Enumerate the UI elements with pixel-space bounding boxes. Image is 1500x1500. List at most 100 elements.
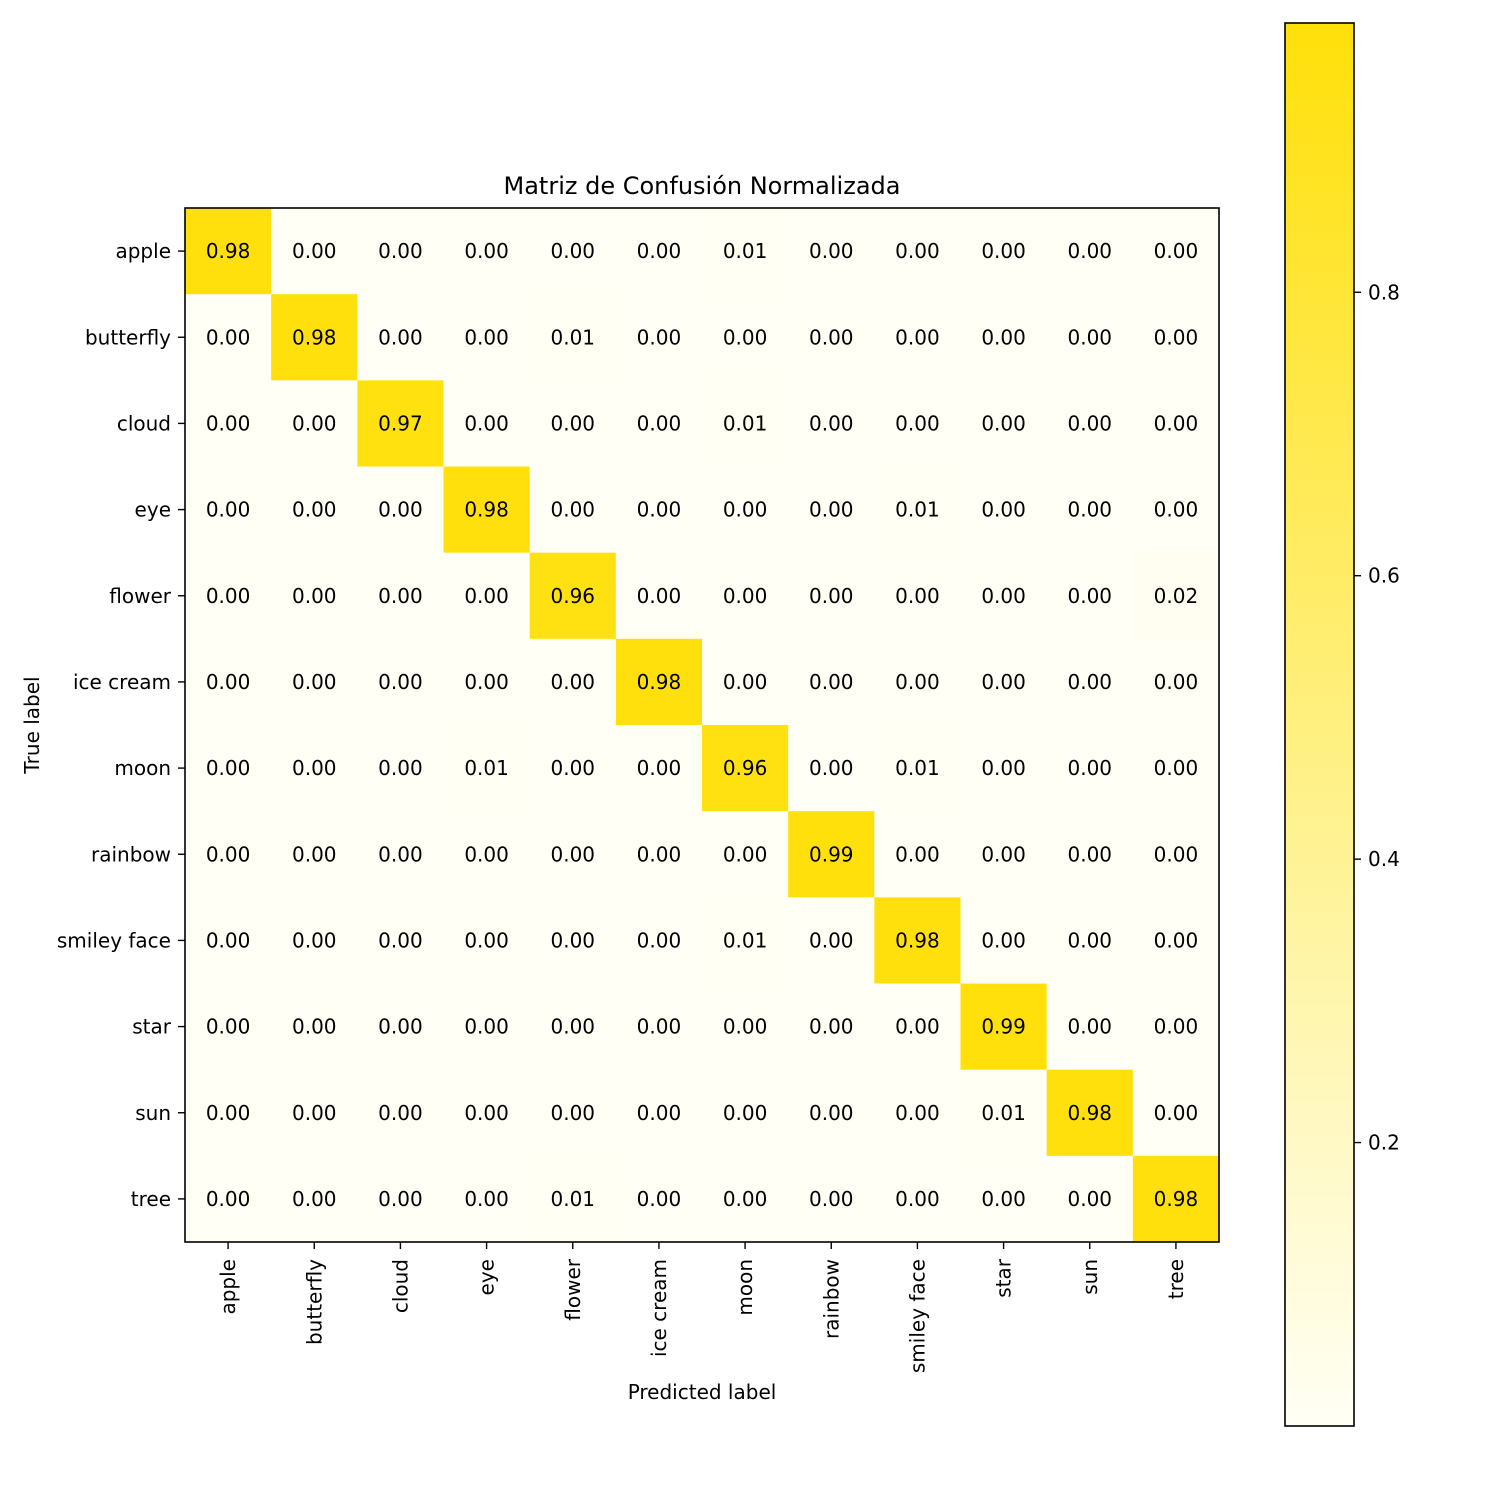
cell-label-10-6: 0.00 bbox=[723, 1101, 768, 1125]
cell-label-0-5: 0.00 bbox=[637, 239, 682, 263]
heatmap-cell-0-2 bbox=[357, 208, 444, 295]
cell-label-6-7: 0.00 bbox=[809, 756, 854, 780]
cell-label-3-7: 0.00 bbox=[809, 498, 854, 522]
heatmap-cell-0-7 bbox=[788, 208, 875, 295]
heatmap-cell-11-7 bbox=[788, 1155, 875, 1243]
heatmap-cell-11-0 bbox=[185, 1155, 272, 1243]
heatmap-cell-6-6 bbox=[702, 725, 789, 812]
y-tick-label-eye: eye bbox=[135, 498, 171, 522]
heatmap-cell-10-9 bbox=[960, 1069, 1048, 1157]
heatmap-cell-8-9 bbox=[960, 897, 1048, 984]
cell-label-4-9: 0.00 bbox=[981, 584, 1026, 608]
heatmap-cell-6-0 bbox=[185, 725, 272, 812]
heatmap-cell-9-11 bbox=[1132, 983, 1220, 1071]
x-axis-ticks: apple butterfly cloud eye flower ice cream moo… bbox=[216, 1242, 1188, 1373]
cell-label-5-5: 0.98 bbox=[637, 670, 682, 694]
x-tick-label-moon: moon bbox=[733, 1259, 757, 1316]
heatmap-cell-8-1 bbox=[271, 897, 358, 984]
heatmap-cell-8-11 bbox=[1132, 897, 1220, 984]
cell-label-3-2: 0.00 bbox=[378, 498, 423, 522]
cell-label-10-4: 0.00 bbox=[550, 1101, 595, 1125]
cell-label-11-5: 0.00 bbox=[637, 1187, 682, 1211]
heatmap-cell-0-10 bbox=[1046, 208, 1134, 295]
cell-label-1-5: 0.00 bbox=[637, 325, 682, 349]
heatmap-cell-7-8 bbox=[874, 811, 961, 898]
heatmap-cell-5-0 bbox=[185, 638, 272, 726]
cell-label-5-6: 0.00 bbox=[723, 670, 768, 694]
cell-label-9-2: 0.00 bbox=[378, 1015, 423, 1039]
cell-label-3-10: 0.00 bbox=[1067, 498, 1112, 522]
heatmap-cell-8-2 bbox=[357, 897, 444, 984]
x-tick-label-ice-cream: ice cream bbox=[647, 1259, 671, 1357]
heatmap-cell-1-1 bbox=[271, 294, 358, 381]
heatmap-cell-2-10 bbox=[1046, 380, 1134, 467]
cell-label-1-8: 0.00 bbox=[895, 325, 940, 349]
heatmap-cell-4-7 bbox=[788, 552, 875, 640]
cell-label-9-8: 0.00 bbox=[895, 1015, 940, 1039]
cell-label-9-5: 0.00 bbox=[637, 1015, 682, 1039]
heatmap-cell-9-4 bbox=[529, 983, 617, 1071]
cell-label-8-4: 0.00 bbox=[550, 928, 595, 952]
cell-label-5-0: 0.00 bbox=[206, 670, 251, 694]
heatmap-cell-11-11 bbox=[1132, 1155, 1220, 1243]
heatmap-cell-3-3 bbox=[443, 466, 531, 554]
heatmap-cell-2-9 bbox=[960, 380, 1048, 467]
cell-label-7-6: 0.00 bbox=[723, 842, 768, 866]
cell-label-11-9: 0.00 bbox=[981, 1187, 1026, 1211]
heatmap-cell-8-10 bbox=[1046, 897, 1134, 984]
cell-label-8-3: 0.00 bbox=[464, 928, 509, 952]
heatmap-cell-6-9 bbox=[960, 725, 1048, 812]
y-tick-label-moon: moon bbox=[114, 756, 171, 780]
heatmap-cell-8-0 bbox=[185, 897, 272, 984]
heatmap-cell-4-3 bbox=[443, 552, 531, 640]
cell-label-2-6: 0.01 bbox=[723, 411, 768, 435]
heatmap-cell-7-6 bbox=[702, 811, 789, 898]
heatmap-cell-5-2 bbox=[357, 638, 444, 726]
cell-label-10-1: 0.00 bbox=[292, 1101, 337, 1125]
heatmap-cell-4-1 bbox=[271, 552, 358, 640]
y-tick-label-rainbow: rainbow bbox=[91, 842, 171, 866]
heatmap-cell-9-1 bbox=[271, 983, 358, 1071]
x-tick-label-smiley-face: smiley face bbox=[905, 1259, 929, 1373]
heatmap-cell-1-11 bbox=[1132, 294, 1220, 381]
cell-label-9-11: 0.00 bbox=[1154, 1015, 1199, 1039]
cell-label-8-5: 0.00 bbox=[637, 928, 682, 952]
heatmap-cell-3-0 bbox=[185, 466, 272, 554]
heatmap-cell-10-4 bbox=[529, 1069, 617, 1157]
heatmap-cell-0-8 bbox=[874, 208, 961, 295]
heatmap-cell-10-1 bbox=[271, 1069, 358, 1157]
heatmap-cell-1-7 bbox=[788, 294, 875, 381]
cell-label-5-10: 0.00 bbox=[1067, 670, 1112, 694]
cell-label-11-7: 0.00 bbox=[809, 1187, 854, 1211]
cell-label-7-1: 0.00 bbox=[292, 842, 337, 866]
cell-label-7-0: 0.00 bbox=[206, 842, 251, 866]
heatmap-cell-5-10 bbox=[1046, 638, 1134, 726]
cell-label-8-10: 0.00 bbox=[1067, 928, 1112, 952]
cell-label-5-1: 0.00 bbox=[292, 670, 337, 694]
cell-label-2-2: 0.97 bbox=[378, 411, 423, 435]
cell-label-11-11: 0.98 bbox=[1154, 1187, 1199, 1211]
heatmap-cell-9-7 bbox=[788, 983, 875, 1071]
heatmap-cell-0-6 bbox=[702, 208, 789, 295]
cell-label-11-4: 0.01 bbox=[550, 1187, 595, 1211]
heatmap-cell-0-4 bbox=[529, 208, 617, 295]
x-tick-label-rainbow: rainbow bbox=[819, 1259, 843, 1339]
cell-label-0-8: 0.00 bbox=[895, 239, 940, 263]
heatmap-cell-6-10 bbox=[1046, 725, 1134, 812]
cell-label-6-0: 0.00 bbox=[206, 756, 251, 780]
heatmap-cell-0-9 bbox=[960, 208, 1048, 295]
heatmap-cell-3-7 bbox=[788, 466, 875, 554]
heatmap-cell-2-5 bbox=[615, 380, 703, 467]
heatmap-cell-1-10 bbox=[1046, 294, 1134, 381]
cell-label-0-7: 0.00 bbox=[809, 239, 854, 263]
cell-label-6-4: 0.00 bbox=[550, 756, 595, 780]
y-tick-label-butterfly: butterfly bbox=[85, 325, 171, 349]
cell-label-0-6: 0.01 bbox=[723, 239, 768, 263]
cell-label-7-8: 0.00 bbox=[895, 842, 940, 866]
heatmap-cell-9-5 bbox=[615, 983, 703, 1071]
x-tick-label-eye: eye bbox=[475, 1259, 499, 1295]
heatmap-cell-3-6 bbox=[702, 466, 789, 554]
x-tick-label-flower: flower bbox=[561, 1258, 585, 1320]
heatmap-cell-10-5 bbox=[615, 1069, 703, 1157]
cell-label-1-3: 0.00 bbox=[464, 325, 509, 349]
